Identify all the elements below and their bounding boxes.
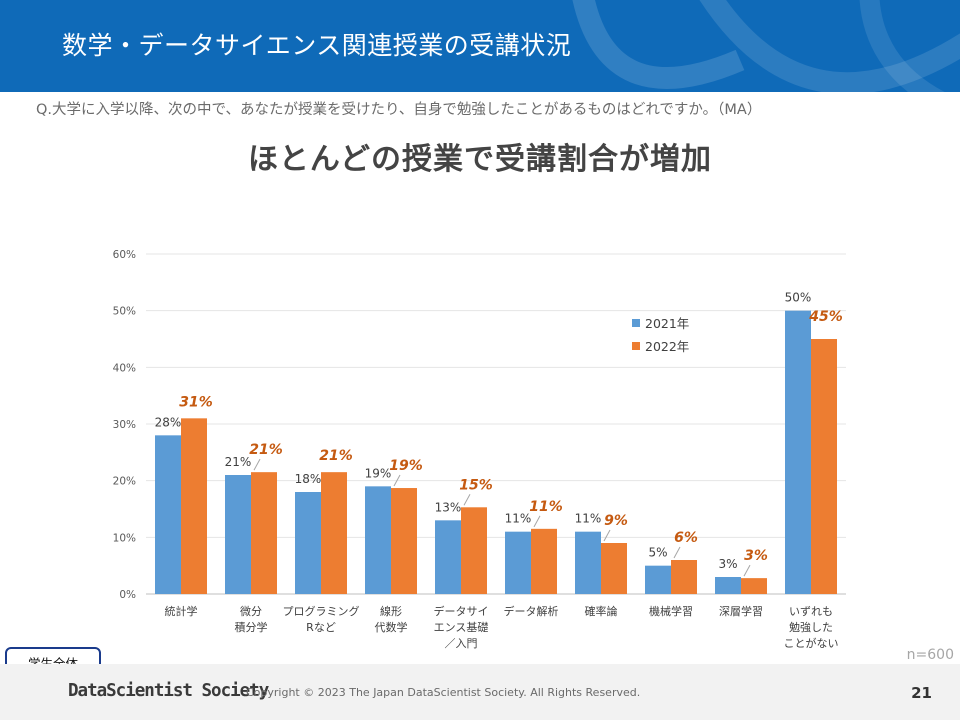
x-tick-label: 微分: [240, 604, 262, 618]
data-label-2021: 21%: [225, 455, 252, 469]
headline: ほとんどの授業で受講割合が増加: [247, 142, 713, 177]
x-tick-label: ことがない: [784, 636, 839, 650]
bar-2021: [365, 486, 391, 594]
y-tick-label: 40%: [113, 362, 136, 374]
survey-question: Q.大学に入学以降、次の中で、あなたが授業を受けたり、自身で勉強したことがあるも…: [36, 102, 762, 118]
data-label-2022: 31%: [179, 394, 213, 410]
x-tick-label: 深層学習: [719, 604, 763, 618]
slide-header: 数学・データサイエンス関連授業の受講状況: [0, 0, 960, 92]
bar-2022: [461, 507, 487, 594]
bar-2022: [181, 418, 207, 594]
bar-2022: [811, 339, 837, 594]
leader-line: [253, 458, 261, 471]
x-tick-label: 代数学: [375, 620, 408, 634]
bar-2021: [295, 492, 321, 594]
data-label-2021: 19%: [365, 466, 392, 480]
slide-title: 数学・データサイエンス関連授業の受講状況: [62, 31, 572, 60]
bar-2022: [671, 560, 697, 594]
x-tick-label: Rなど: [306, 621, 336, 634]
data-label-2022: 21%: [319, 448, 353, 464]
legend-label-2022: 2022年: [645, 339, 689, 354]
leader-line: [393, 474, 401, 487]
leader-line: [463, 494, 471, 506]
x-tick-label: データサイ: [434, 604, 489, 618]
x-tick-label: 統計学: [165, 604, 198, 618]
data-label-2022: 15%: [459, 477, 493, 493]
bar-2021: [785, 310, 811, 594]
y-tick-label: 10%: [113, 532, 136, 544]
data-label-2021: 50%: [785, 291, 812, 305]
leader-line: [603, 529, 611, 542]
slide-footer: DataScientist Society Copyright © 2023 T…: [0, 664, 960, 720]
x-tick-label: エンス基礎: [434, 621, 489, 634]
copyright-text: Copyright © 2023 The Japan DataScientist…: [246, 686, 641, 699]
data-label-2022: 6%: [674, 530, 698, 546]
leader-line: [533, 515, 541, 528]
x-tick-label: プログラミング: [283, 604, 360, 618]
data-label-2022: 21%: [249, 442, 283, 458]
data-label-2022: 3%: [744, 548, 768, 564]
bar-2021: [435, 520, 461, 594]
y-tick-label: 60%: [113, 249, 136, 261]
org-logo: DataScientist Society: [68, 681, 269, 701]
legend-label-2021: 2021年: [645, 316, 689, 331]
bar-2022: [741, 578, 767, 594]
bar-2022: [531, 528, 557, 594]
data-label-2021: 3%: [718, 557, 737, 571]
legend-swatch-2021: [632, 319, 640, 327]
x-tick-label: ／入門: [445, 637, 478, 650]
legend-swatch-2022: [632, 342, 640, 350]
bar-2022: [391, 488, 417, 594]
x-tick-label: 機械学習: [649, 604, 693, 618]
sample-size: n=600: [906, 647, 954, 663]
x-tick-label: データ解析: [504, 604, 559, 618]
y-tick-label: 20%: [113, 476, 136, 488]
leader-line: [743, 564, 751, 577]
data-label-2021: 13%: [435, 500, 462, 514]
data-label-2022: 45%: [808, 309, 843, 325]
data-label-2021: 28%: [155, 415, 182, 429]
bar-2021: [505, 531, 531, 594]
bar-2022: [251, 472, 277, 594]
leader-line: [673, 546, 681, 559]
x-tick-label: 線形: [380, 604, 402, 618]
bar-2021: [715, 577, 741, 594]
bar-2021: [575, 531, 601, 594]
y-tick-label: 50%: [113, 306, 136, 318]
y-tick-label: 30%: [113, 419, 136, 431]
y-tick-label: 0%: [119, 589, 136, 601]
data-label-2021: 11%: [575, 512, 602, 526]
x-tick-label: いずれも: [789, 605, 833, 618]
data-label-2021: 18%: [295, 472, 322, 486]
bar-2022: [601, 543, 627, 594]
data-label-2022: 9%: [604, 513, 628, 529]
page-number: 21: [911, 684, 932, 702]
data-label-2021: 11%: [505, 512, 532, 526]
bar-2021: [645, 565, 671, 594]
header-decoration: [572, 0, 960, 92]
x-tick-label: 積分学: [235, 620, 268, 634]
bar-2021: [155, 435, 181, 594]
data-label-2022: 19%: [389, 458, 423, 474]
bar-2021: [225, 475, 251, 594]
data-label-2022: 11%: [529, 499, 563, 515]
data-label-2021: 5%: [648, 546, 667, 560]
x-tick-label: 勉強した: [789, 620, 833, 634]
x-tick-label: 確率論: [585, 604, 618, 618]
bar-2022: [321, 472, 347, 594]
